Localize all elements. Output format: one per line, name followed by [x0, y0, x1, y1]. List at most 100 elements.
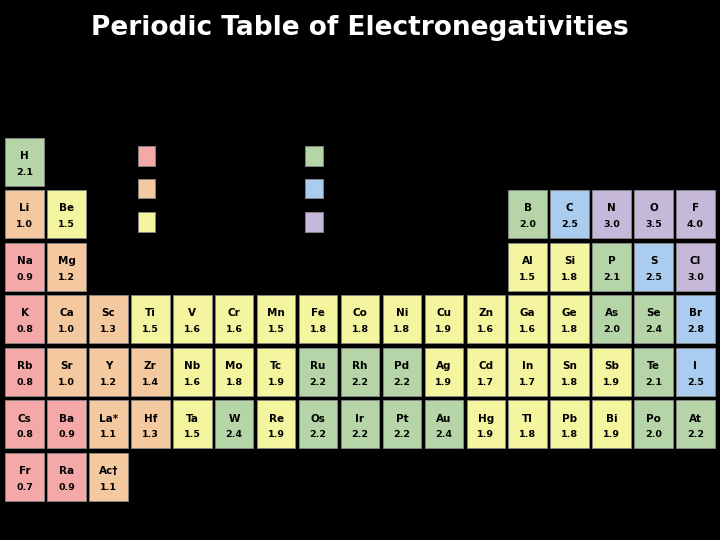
- Bar: [48, 348, 86, 396]
- Bar: [634, 400, 672, 449]
- Text: I: I: [693, 361, 698, 371]
- Text: Te: Te: [647, 361, 660, 371]
- Text: Hg: Hg: [477, 414, 494, 423]
- Bar: [550, 295, 589, 343]
- Text: 1.9: 1.9: [268, 430, 284, 440]
- Text: Li: Li: [19, 204, 30, 213]
- Bar: [215, 295, 253, 343]
- Text: 2.2: 2.2: [310, 430, 327, 440]
- Text: 3.5: 3.5: [645, 220, 662, 230]
- Text: Ru: Ru: [310, 361, 325, 371]
- Bar: [215, 400, 253, 449]
- Text: Ac†: Ac†: [99, 466, 118, 476]
- Text: N: N: [607, 204, 616, 213]
- Text: At: At: [689, 414, 702, 423]
- Text: 0.7: 0.7: [16, 483, 33, 492]
- Text: Ir: Ir: [356, 414, 364, 423]
- Bar: [676, 242, 715, 291]
- Text: Br: Br: [689, 308, 702, 319]
- Text: Se: Se: [646, 308, 661, 319]
- Bar: [48, 400, 86, 449]
- Bar: [138, 146, 156, 166]
- Text: Ni: Ni: [396, 308, 408, 319]
- Bar: [257, 400, 295, 449]
- Bar: [593, 190, 631, 238]
- Text: 1.8: 1.8: [225, 378, 243, 387]
- Text: 2.0: 2.0: [603, 326, 620, 334]
- Bar: [382, 295, 421, 343]
- Text: Pb: Pb: [562, 414, 577, 423]
- Text: 10: 10: [396, 265, 408, 274]
- Bar: [425, 348, 463, 396]
- Bar: [5, 295, 44, 343]
- Bar: [467, 295, 505, 343]
- Text: 7: 7: [273, 265, 279, 274]
- Text: 1.6: 1.6: [184, 326, 201, 334]
- Text: Sr: Sr: [60, 361, 73, 371]
- Text: Tc: Tc: [270, 361, 282, 371]
- Text: 8: 8: [315, 265, 321, 274]
- Bar: [89, 453, 127, 501]
- Bar: [676, 295, 715, 343]
- Text: Bi: Bi: [606, 414, 617, 423]
- Text: 1.9: 1.9: [477, 430, 495, 440]
- Text: 1.0: 1.0: [58, 326, 75, 334]
- Bar: [676, 400, 715, 449]
- Text: 2.4: 2.4: [436, 430, 452, 440]
- Bar: [131, 400, 170, 449]
- Bar: [676, 190, 715, 238]
- Bar: [305, 179, 323, 199]
- Text: 4: 4: [148, 265, 153, 274]
- Text: 0.8: 0.8: [16, 430, 33, 440]
- Text: 1.1: 1.1: [100, 483, 117, 492]
- Text: 2.1: 2.1: [16, 168, 33, 177]
- Text: Ca: Ca: [59, 308, 74, 319]
- Text: Fe: Fe: [311, 308, 325, 319]
- Text: Tl: Tl: [522, 414, 533, 423]
- Text: 1.9: 1.9: [603, 378, 620, 387]
- Text: 2.1: 2.1: [603, 273, 620, 282]
- Text: Pt: Pt: [395, 414, 408, 423]
- Text: 1.5: 1.5: [268, 326, 284, 334]
- Text: 1.8: 1.8: [310, 326, 327, 334]
- Text: B: B: [523, 204, 531, 213]
- Text: La*: La*: [99, 414, 118, 423]
- Text: Ti: Ti: [145, 308, 156, 319]
- Text: 2.0–2.4: 2.0–2.4: [329, 151, 366, 161]
- Text: As: As: [605, 308, 618, 319]
- Text: Cu: Cu: [436, 308, 451, 319]
- Text: 2.0: 2.0: [519, 220, 536, 230]
- Text: 2.2: 2.2: [310, 378, 327, 387]
- Text: 1.9: 1.9: [603, 430, 620, 440]
- Text: Sn: Sn: [562, 361, 577, 371]
- Bar: [550, 400, 589, 449]
- Text: 1.2: 1.2: [100, 378, 117, 387]
- Bar: [593, 400, 631, 449]
- Text: 1.8: 1.8: [561, 326, 578, 334]
- Text: Fr: Fr: [19, 466, 30, 476]
- Text: 2: 2: [63, 104, 70, 114]
- Text: Cs: Cs: [18, 414, 32, 423]
- Bar: [634, 348, 672, 396]
- Text: Sc: Sc: [102, 308, 115, 319]
- Text: Sb: Sb: [604, 361, 619, 371]
- Text: Zr: Zr: [144, 361, 157, 371]
- Bar: [5, 242, 44, 291]
- Text: *Lanthanides: 1.1–1.3: *Lanthanides: 1.1–1.3: [134, 462, 238, 471]
- Text: 2.0: 2.0: [645, 430, 662, 440]
- Text: Co: Co: [353, 308, 367, 319]
- Bar: [48, 242, 86, 291]
- Text: 1.3: 1.3: [100, 326, 117, 334]
- Bar: [5, 453, 44, 501]
- Text: 3.0: 3.0: [603, 220, 620, 230]
- Text: 14: 14: [564, 104, 576, 114]
- Bar: [508, 190, 547, 238]
- Text: Mo: Mo: [225, 361, 243, 371]
- Bar: [508, 242, 547, 291]
- Text: 1.8: 1.8: [351, 326, 369, 334]
- Text: 2.5: 2.5: [687, 378, 704, 387]
- Text: 2.4: 2.4: [645, 326, 662, 334]
- Text: C: C: [566, 204, 573, 213]
- Text: below 1.0: below 1.0: [162, 151, 210, 161]
- Bar: [550, 190, 589, 238]
